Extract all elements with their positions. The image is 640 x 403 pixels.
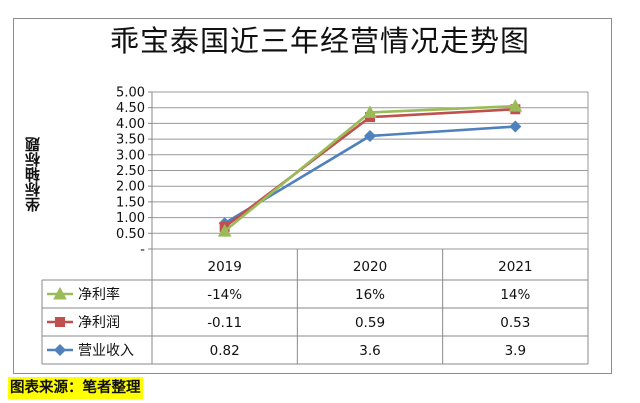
table-cell-value: 3.6 <box>359 343 380 359</box>
x-tick-label: 2021 <box>498 259 532 275</box>
y-tick-label: 3.50 <box>116 133 145 148</box>
table-cell-value: 14% <box>500 287 530 303</box>
data-point-triangle-marker <box>508 99 523 112</box>
y-tick-label: 1.50 <box>116 195 145 210</box>
x-tick-label: 2020 <box>353 259 387 275</box>
table-cell-value: 0.59 <box>355 315 385 331</box>
source-note: 图表来源：笔者整理 <box>8 377 143 399</box>
legend-series-name: 净利率 <box>78 286 120 303</box>
series-line-净利率 <box>223 104 516 233</box>
y-tick-label: 2.50 <box>116 164 145 179</box>
table-cell-value: 16% <box>355 287 385 303</box>
table-cell-value: 3.9 <box>505 343 526 359</box>
table-cell-value: -14% <box>207 287 242 303</box>
data-point-triangle-marker <box>363 105 377 118</box>
data-point-diamond-marker <box>364 129 376 142</box>
legend-series-name: 净利润 <box>78 315 120 331</box>
y-tick-label: 5.00 <box>116 86 145 101</box>
chart-frame <box>13 18 612 374</box>
y-tick-label: 3.00 <box>116 148 145 163</box>
series-line-净利润 <box>223 107 516 229</box>
y-tick-label: - <box>140 243 145 258</box>
x-tick-label: 2019 <box>207 259 241 275</box>
chart-title: 乖宝泰国近三年经营情况走势图 <box>109 24 530 58</box>
y-tick-label: 2.00 <box>116 180 145 195</box>
data-point-diamond-marker <box>509 120 522 133</box>
table-cell-value: 0.53 <box>500 315 530 331</box>
table-cell-value: 0.82 <box>210 343 240 359</box>
data-point-triangle-marker <box>217 224 232 237</box>
y-tick-label: 4.00 <box>116 117 145 132</box>
table-cell-value: -0.11 <box>207 315 242 331</box>
legend-key-triangle-marker <box>53 286 67 300</box>
legend-key-square-marker <box>55 317 65 327</box>
y-tick-label: 1.00 <box>116 211 145 226</box>
legend-series-name: 营业收入 <box>78 343 134 359</box>
y-tick-label: 0.50 <box>116 227 145 242</box>
legend-key-diamond-marker <box>54 344 66 356</box>
y-tick-label: 4.50 <box>116 101 145 116</box>
